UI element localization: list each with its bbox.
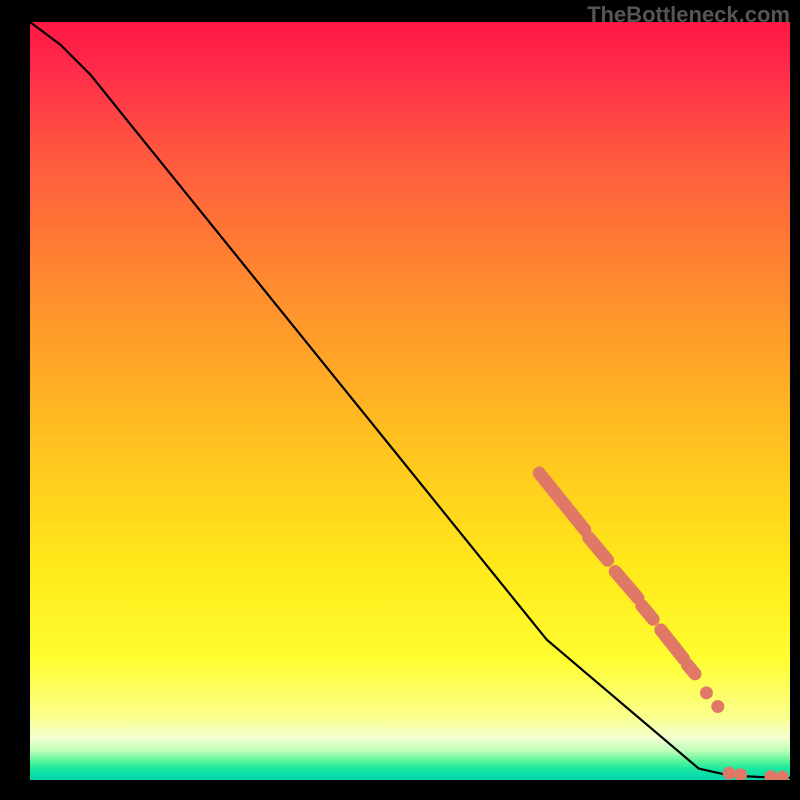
chart-canvas	[30, 22, 790, 780]
data-point	[711, 700, 724, 713]
data-capsule	[687, 665, 695, 674]
watermark-text: TheBottleneck.com	[587, 2, 790, 28]
data-point	[700, 686, 713, 699]
gradient-background	[30, 22, 790, 780]
data-capsule	[642, 606, 653, 620]
data-point	[723, 767, 736, 780]
